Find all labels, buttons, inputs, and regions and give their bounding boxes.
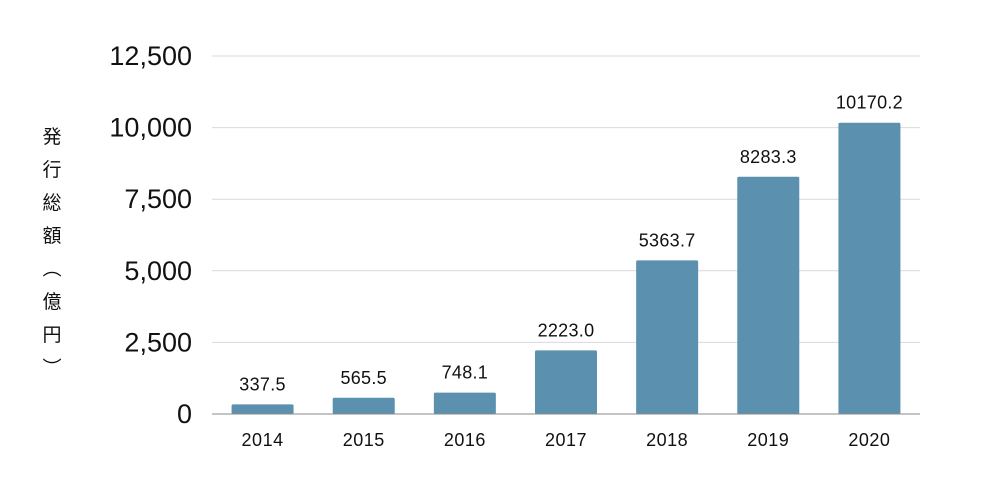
y-tick-label: 12,500 [109, 41, 192, 71]
y-axis-label-char: 総 [42, 192, 61, 214]
x-tick-label: 2015 [343, 430, 385, 450]
bars [231, 122, 901, 415]
y-axis-label-char: 発 [42, 126, 61, 148]
x-axis-ticks: 2014 2015 2016 2017 2018 2019 2020 [242, 430, 890, 450]
data-label: 8283.3 [740, 147, 797, 167]
bar-2016 [433, 392, 496, 414]
y-tick-label: 2,500 [124, 327, 192, 357]
data-label: 5363.7 [639, 230, 696, 250]
x-tick-label: 2016 [444, 430, 486, 450]
y-axis-label-char: 億 [42, 291, 61, 313]
y-axis-label-char: 円 [42, 324, 61, 346]
y-tick-label: 0 [177, 399, 192, 429]
bar-2014 [231, 404, 294, 414]
gridlines [212, 55, 920, 343]
bar-2019 [737, 176, 800, 414]
y-axis-label-char: 行 [42, 159, 61, 181]
y-axis-label-char: （ [40, 258, 62, 277]
bar-2018 [636, 260, 699, 414]
y-axis-label-char: ） [40, 357, 62, 376]
y-tick-label: 10,000 [109, 113, 192, 143]
y-tick-label: 7,500 [124, 184, 192, 214]
data-label: 748.1 [442, 363, 489, 383]
x-tick-label: 2017 [545, 430, 587, 450]
bar-2020 [838, 122, 901, 415]
data-label: 2223.0 [538, 320, 595, 340]
x-tick-label: 2019 [747, 430, 789, 450]
y-tick-label: 5,000 [124, 256, 192, 286]
x-tick-label: 2018 [646, 430, 688, 450]
x-tick-label: 2014 [242, 430, 284, 450]
x-tick-label: 2020 [848, 430, 890, 450]
bar-2017 [535, 350, 597, 414]
data-label: 337.5 [239, 374, 286, 394]
y-axis-ticks: 0 2,500 5,000 7,500 10,000 12,500 [109, 41, 192, 429]
data-label: 565.5 [340, 368, 387, 388]
y-axis-label-char: 額 [42, 225, 61, 247]
bar-2015 [332, 397, 395, 414]
data-label: 10170.2 [836, 93, 903, 113]
data-labels: 337.5 565.5 748.1 2223.0 5363.7 8283.3 10170.2 [239, 93, 903, 395]
